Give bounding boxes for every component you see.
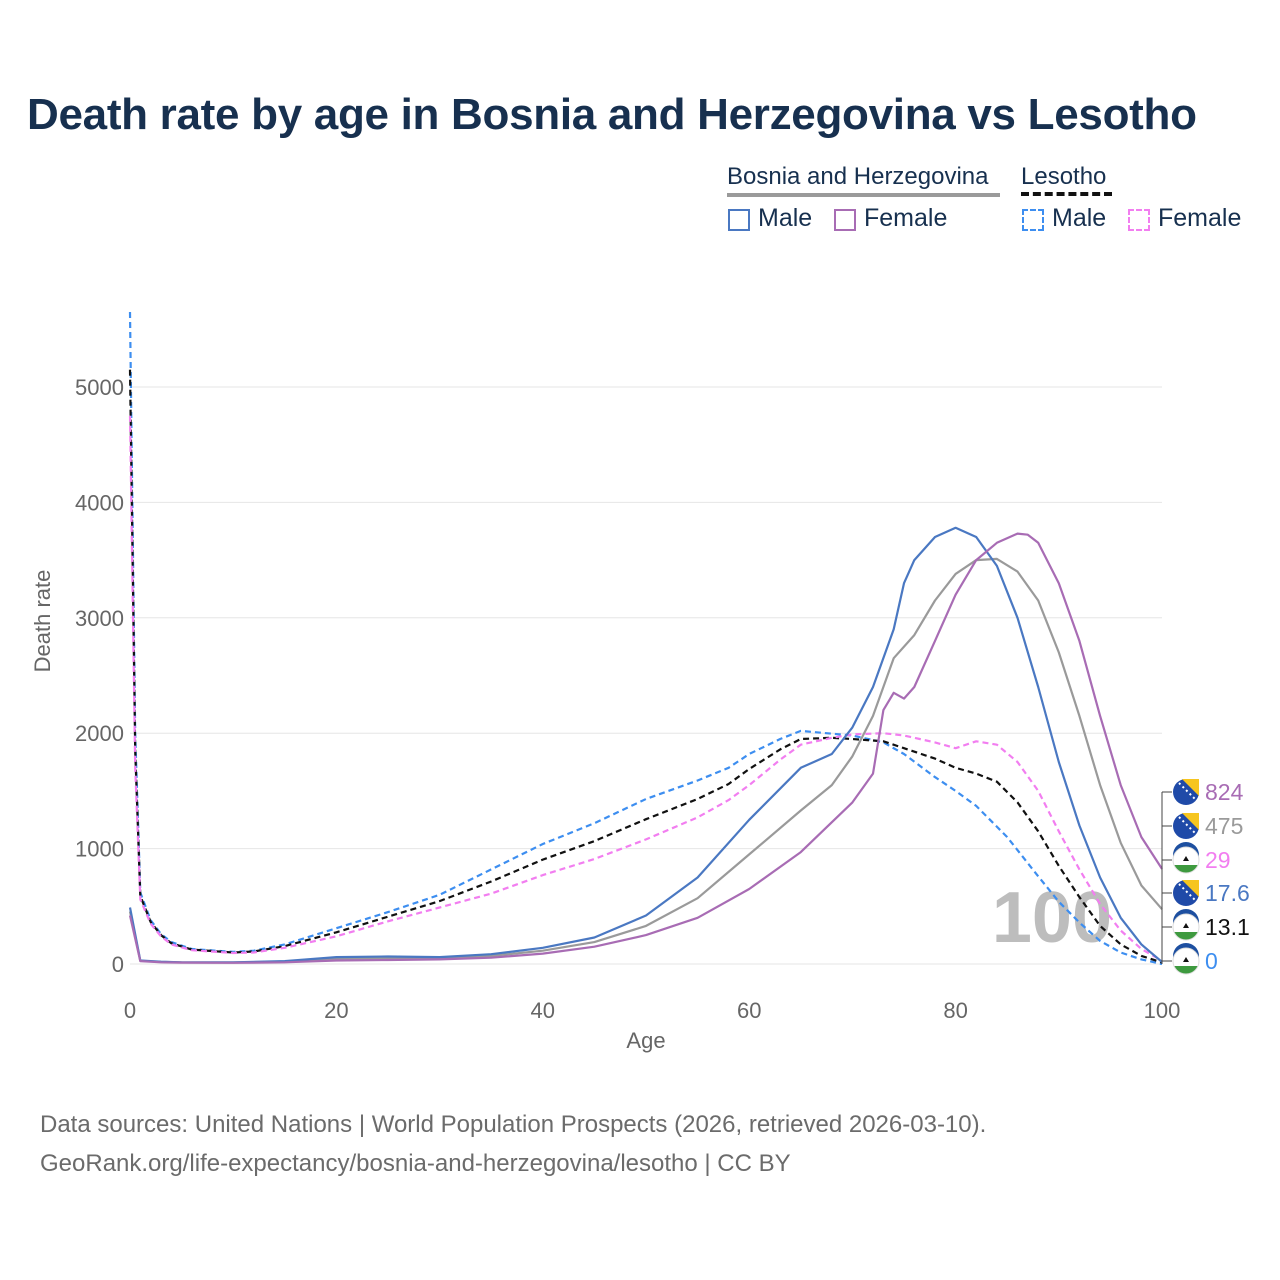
bosnia-flag-icon [1173, 779, 1199, 805]
legend-country-bosnia-label: Bosnia and Herzegovina [727, 163, 989, 190]
legend-country-lesotho[interactable]: Lesotho [1021, 163, 1106, 191]
end-label-les_female: 29 [1205, 847, 1231, 873]
series-line-les_female[interactable] [128, 415, 1163, 962]
footer: Data sources: United Nations | World Pop… [40, 1105, 986, 1183]
y-tick-label: 3000 [75, 606, 124, 631]
series-lines [128, 311, 1163, 966]
end-label-bih_total: 475 [1205, 813, 1243, 839]
bosnia-flag-icon [1173, 880, 1199, 906]
end-label-bih_female: 824 [1205, 779, 1244, 805]
lesotho-flag-icon [1172, 943, 1200, 975]
y-tick-label: 4000 [75, 490, 124, 515]
end-label-bih_male: 17.6 [1205, 880, 1250, 906]
x-tick-label: 40 [531, 998, 555, 1023]
axis-ticks: 0 1000 2000 3000 4000 5000 0 20 40 60 80 100 [75, 375, 1180, 1023]
legend-country-bosnia[interactable]: Bosnia and Herzegovina [727, 163, 989, 191]
legend-les-female-swatch[interactable] [1128, 209, 1150, 231]
x-axis-label: Age [626, 1028, 665, 1053]
x-tick-label: 60 [737, 998, 761, 1023]
x-tick-label: 80 [943, 998, 967, 1023]
y-tick-label: 2000 [75, 721, 124, 746]
series-line-les_total[interactable] [128, 369, 1163, 964]
chart-title: Death rate by age in Bosnia and Herzegov… [27, 90, 1197, 139]
series-line-bih_female[interactable] [128, 532, 1163, 964]
legend-bih-male-label[interactable]: Male [758, 204, 813, 232]
legend-bih-male-swatch[interactable] [728, 209, 750, 231]
y-tick-label: 5000 [75, 375, 124, 400]
gridlines [130, 386, 1162, 965]
x-tick-label: 100 [1144, 998, 1181, 1023]
bosnia-flag-icon [1173, 813, 1199, 839]
legend-les-male-swatch[interactable] [1022, 209, 1044, 231]
y-tick-label: 0 [112, 952, 124, 977]
end-label-les_male: 0 [1205, 948, 1218, 974]
series-line-bih_male[interactable] [128, 526, 1163, 964]
legend-country-bosnia-line [727, 193, 1000, 197]
y-tick-label: 1000 [75, 837, 124, 862]
y-axis-label: Death rate [30, 570, 55, 673]
footer-sources: Data sources: United Nations | World Pop… [40, 1111, 987, 1138]
legend-les-male-label[interactable]: Male [1052, 204, 1107, 232]
footer-link[interactable]: GeoRank.org/life-expectancy/bosnia-and-h… [40, 1150, 791, 1177]
x-tick-label: 0 [124, 998, 136, 1023]
legend-bih-female-label[interactable]: Female [864, 204, 948, 232]
legend-les-female-label[interactable]: Female [1158, 204, 1242, 232]
legend-bih-female-swatch[interactable] [834, 209, 856, 231]
end-label-les_total: 13.1 [1205, 914, 1250, 940]
lesotho-flag-icon [1172, 909, 1200, 941]
x-tick-label: 20 [324, 998, 348, 1023]
legend-country-lesotho-label: Lesotho [1021, 163, 1107, 190]
chart-area: 100 0 1000 2000 3000 4000 5000 0 20 40 60 80 100 82… [30, 311, 1250, 1053]
legend: Bosnia and Herzegovina Lesotho Male Fema… [0, 0, 1280, 260]
legend-country-lesotho-line [1021, 192, 1112, 196]
lesotho-flag-icon [1172, 842, 1200, 874]
end-labels: 824 475 29 17.6 13.1 0 [1161, 779, 1250, 975]
series-line-les_male[interactable] [128, 311, 1163, 966]
watermark-year: 100 [992, 878, 1112, 958]
